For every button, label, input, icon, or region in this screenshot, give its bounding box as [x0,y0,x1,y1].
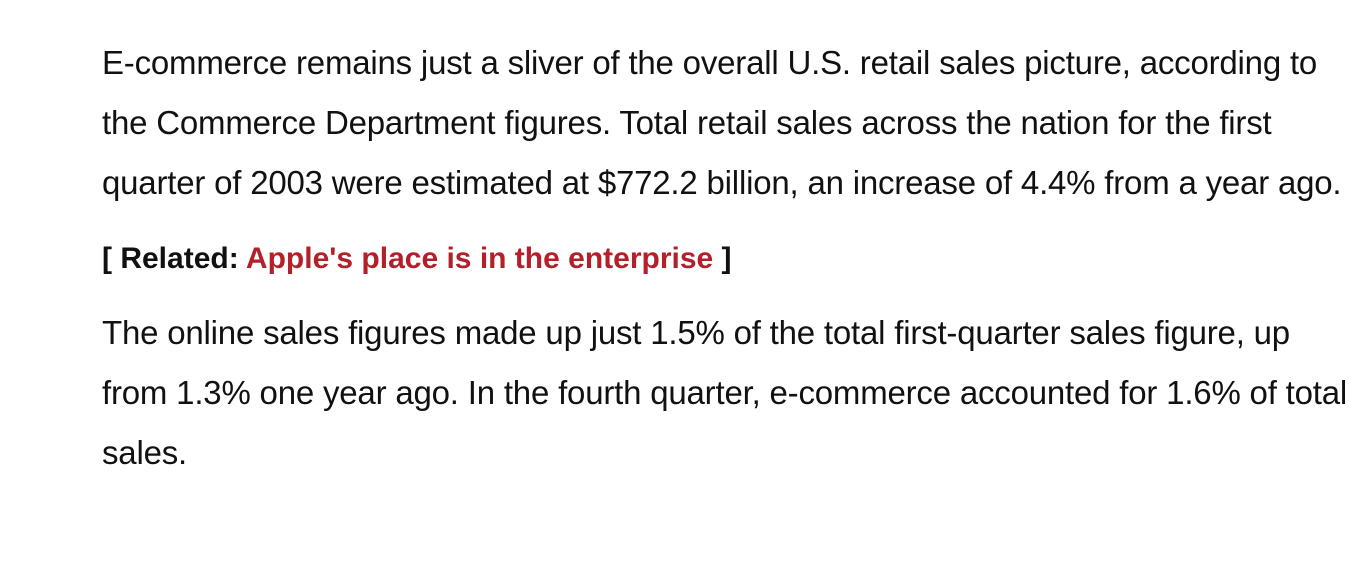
article-paragraph-2: The online sales figures made up just 1.… [102,314,1348,471]
article-paragraph-1: E-commerce remains just a sliver of the … [102,44,1342,201]
related-article-link[interactable]: Apple's place is in the enterprise [245,242,714,275]
article-body: E-commerce remains just a sliver of the … [102,0,1352,483]
related-link-line: [ Related: Apple's place is in the enter… [102,239,1352,279]
related-prefix: Related: [120,242,246,275]
related-close-bracket: ] [713,242,732,275]
related-open-bracket: [ [102,242,121,275]
